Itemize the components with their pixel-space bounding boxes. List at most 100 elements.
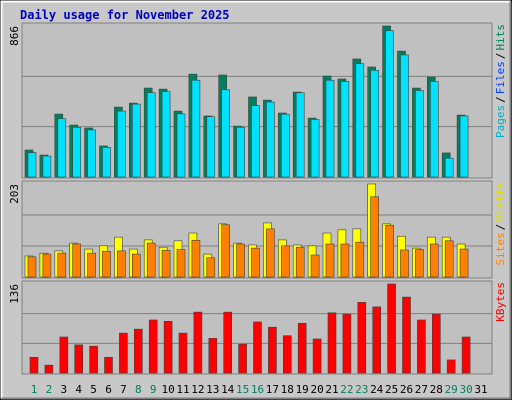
bar — [117, 250, 126, 278]
bar — [59, 336, 69, 374]
x-tick-label: 7 — [120, 383, 127, 396]
bar — [370, 69, 380, 178]
x-tick-label: 6 — [105, 383, 112, 396]
x-tick-label: 15 — [236, 383, 249, 396]
bar — [280, 113, 290, 178]
legend-entry: KBytes — [494, 282, 507, 322]
bar — [372, 306, 382, 374]
x-tick-label: 23 — [355, 383, 368, 396]
bar — [27, 152, 37, 178]
x-tick-label: 22 — [340, 383, 353, 396]
bar — [342, 313, 352, 374]
bar — [459, 248, 469, 278]
x-tick-label: 30 — [459, 383, 472, 396]
bar — [417, 319, 426, 374]
bar — [385, 224, 394, 278]
bar — [310, 254, 320, 278]
legend: Sites/ Visits — [494, 182, 507, 266]
bar — [340, 81, 350, 178]
x-tick-label: 2 — [46, 383, 53, 396]
bar — [327, 312, 337, 374]
x-tick-label: 14 — [221, 383, 235, 396]
bar — [29, 356, 39, 374]
bar — [178, 332, 188, 374]
bar — [268, 326, 277, 374]
legend-separator: / — [494, 224, 507, 231]
bar — [340, 243, 350, 278]
x-tick-label: 27 — [415, 383, 428, 396]
legend-separator: / — [494, 96, 507, 103]
bar — [102, 251, 111, 278]
bar — [74, 344, 83, 374]
x-tick-label: 3 — [60, 383, 67, 396]
bar — [117, 110, 126, 178]
x-tick-label: 19 — [296, 383, 309, 396]
bar — [132, 253, 141, 278]
bar — [461, 336, 471, 374]
bar — [236, 243, 245, 278]
bar — [429, 81, 439, 178]
bar — [42, 253, 52, 278]
bar — [161, 250, 171, 278]
legend-entry: Files — [494, 61, 507, 94]
bar — [266, 228, 275, 278]
bar — [415, 90, 424, 178]
bar — [459, 115, 469, 178]
bar — [161, 91, 171, 178]
bar — [89, 345, 98, 374]
bar — [146, 242, 156, 278]
bar — [208, 338, 218, 374]
y-tick-label: 203 — [8, 184, 21, 204]
x-tick-label: 8 — [135, 383, 142, 396]
x-tick-label: 29 — [445, 383, 458, 396]
bar — [193, 311, 203, 374]
bar — [297, 322, 307, 374]
bar — [312, 338, 322, 374]
bar — [444, 157, 454, 178]
legend: Pages/Files/Hits — [494, 24, 507, 138]
y-tick-label: 866 — [8, 26, 21, 46]
bar — [282, 335, 292, 374]
bar — [132, 103, 141, 178]
x-tick-label: 26 — [400, 383, 413, 396]
bar — [251, 247, 260, 278]
x-tick-label: 18 — [281, 383, 294, 396]
x-tick-label: 25 — [385, 383, 398, 396]
bar — [191, 79, 201, 178]
bar — [444, 240, 454, 278]
legend-separator: / — [494, 53, 507, 60]
bar — [148, 319, 158, 374]
bar — [415, 249, 424, 278]
bar — [295, 92, 305, 178]
bar — [57, 252, 67, 278]
x-tick-label: 9 — [150, 383, 157, 396]
bar — [385, 30, 394, 178]
bar — [163, 321, 173, 374]
bar — [176, 113, 186, 178]
bar — [87, 252, 96, 278]
bar — [206, 257, 216, 278]
bar — [295, 246, 305, 278]
x-tick-label: 5 — [90, 383, 97, 396]
bar — [104, 356, 113, 374]
bar — [400, 249, 409, 278]
bar — [280, 245, 290, 278]
bar — [355, 63, 365, 178]
legend-entry: Pages — [494, 105, 507, 138]
x-tick-label: 31 — [474, 383, 487, 396]
bar — [146, 92, 156, 178]
bar — [429, 243, 439, 278]
bar — [27, 256, 37, 278]
chart-title: Daily usage for November 2025 — [20, 8, 230, 22]
bar — [223, 311, 232, 374]
bar — [251, 105, 260, 178]
bar — [57, 118, 67, 178]
x-tick-label: 4 — [75, 383, 82, 396]
x-tick-label: 17 — [266, 383, 279, 396]
bar — [176, 249, 186, 278]
legend: KBytes — [494, 282, 507, 322]
x-tick-label: 28 — [430, 383, 443, 396]
bar — [310, 119, 320, 178]
